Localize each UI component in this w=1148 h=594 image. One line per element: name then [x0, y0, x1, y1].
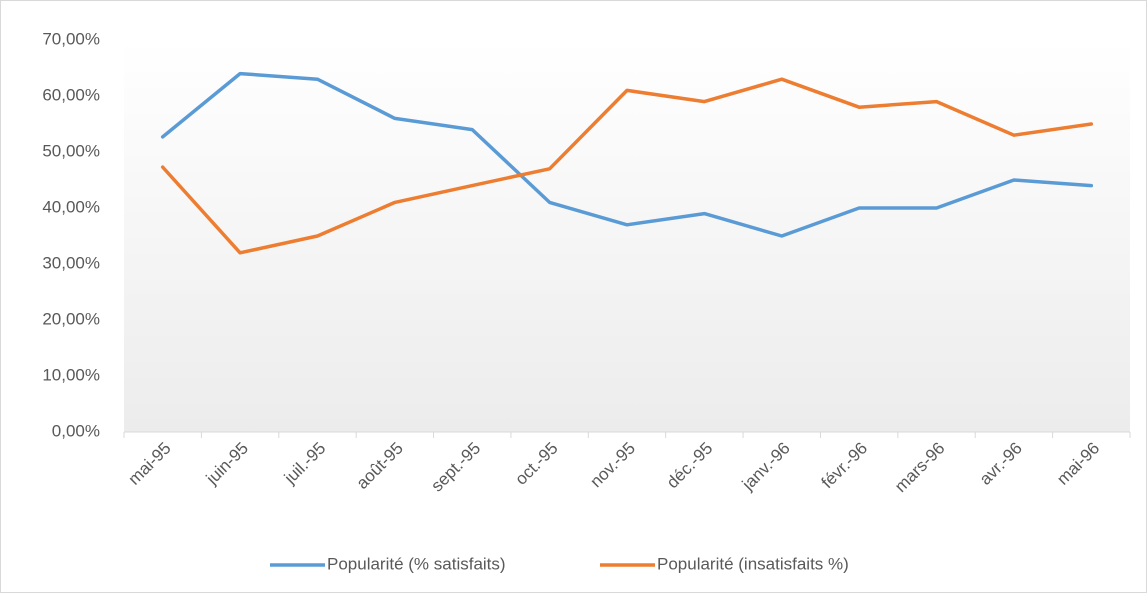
series-line [160, 71, 1094, 238]
plot-area [124, 40, 1130, 432]
y-tick-label: 20,00% [42, 309, 100, 328]
y-tick-label: 60,00% [42, 85, 100, 104]
legend-label: Popularité (% satisfaits) [327, 554, 506, 573]
y-tick-label: 10,00% [42, 365, 100, 384]
y-tick-label: 30,00% [42, 253, 100, 272]
y-tick-label: 50,00% [42, 141, 100, 160]
series-line [160, 77, 1094, 255]
legend-label: Popularité (insatisfaits %) [657, 554, 849, 573]
y-tick-label: 40,00% [42, 197, 100, 216]
y-tick-label: 70,00% [42, 29, 100, 48]
y-tick-label: 0,00% [52, 421, 100, 440]
